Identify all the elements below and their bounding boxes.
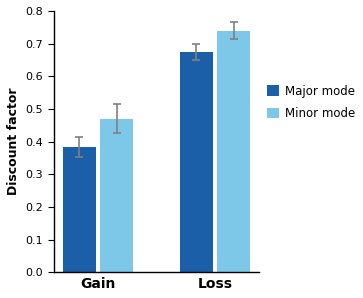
Bar	[101, 119, 133, 272]
Y-axis label: Discount factor: Discount factor	[7, 88, 20, 195]
Bar	[217, 30, 250, 272]
Bar	[63, 147, 96, 272]
Bar	[180, 52, 213, 272]
Legend: Major mode, Minor mode: Major mode, Minor mode	[267, 85, 355, 120]
